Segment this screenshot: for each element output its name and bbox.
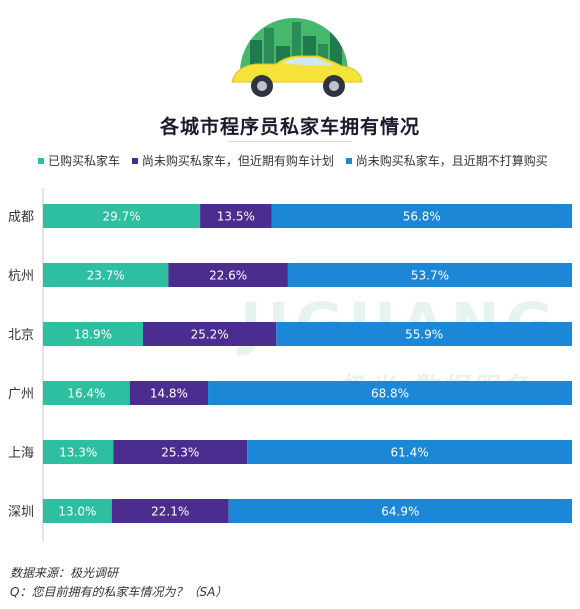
- chart-title: 各城市程序员私家车拥有情况: [159, 116, 420, 138]
- bar-value-label: 22.1%: [151, 505, 189, 519]
- legend-item-bought: 已购买私家车: [38, 152, 120, 169]
- bar-segment-series-2: [276, 322, 572, 346]
- bar-value-label: 13.5%: [217, 210, 255, 224]
- bar-value-label: 14.8%: [150, 387, 188, 401]
- category-label: 上海: [8, 446, 34, 461]
- survey-question-note: Q：您目前拥有的私家车情况为？（SA）: [10, 585, 228, 599]
- data-source-note: 数据来源：极光调研: [10, 566, 119, 580]
- bar-value-label: 16.4%: [67, 387, 105, 401]
- legend-swatch-not-planning: [345, 157, 352, 164]
- category-label: 深圳: [8, 505, 34, 520]
- bar-segment-series-1: [129, 381, 209, 405]
- bar-value-label: 18.9%: [74, 328, 112, 342]
- category-label: 杭州: [8, 269, 34, 284]
- legend-label-bought: 已购买私家车: [48, 154, 121, 168]
- bar-value-label: 25.3%: [161, 446, 199, 460]
- bar-segment-series-1: [111, 499, 229, 523]
- bar-value-label: 29.7%: [102, 210, 140, 224]
- bar-value-label: 13.3%: [59, 446, 97, 460]
- bar-value-label: 13.0%: [58, 505, 96, 519]
- bar-segment-series-0: [43, 499, 112, 523]
- category-label: 成都: [8, 210, 34, 225]
- bar-segment-series-0: [43, 322, 143, 346]
- bar-value-label: 22.6%: [209, 269, 247, 283]
- bar-value-label: 64.9%: [381, 505, 419, 519]
- bar-value-label: 55.9%: [405, 328, 443, 342]
- category-label: 广州: [8, 387, 34, 402]
- legend-item-planning: 尚未购买私家车，但近期有购车计划: [131, 152, 334, 169]
- bar-value-label: 25.2%: [191, 328, 229, 342]
- bar-segment-series-2: [271, 204, 572, 228]
- bar-segment-series-0: [43, 204, 201, 228]
- bar-value-label: 56.8%: [403, 210, 441, 224]
- bar-segment-series-2: [228, 499, 572, 523]
- legend-swatch-bought: [38, 157, 44, 164]
- bar-segment-series-1: [113, 440, 248, 464]
- legend-item-not-planning: 尚未购买私家车，且近期不打算购买: [345, 152, 548, 169]
- car-illustration: [231, 18, 363, 97]
- legend-swatch-planning: [131, 157, 138, 164]
- bar-value-label: 68.8%: [371, 387, 409, 401]
- bar-segment-series-2: [247, 440, 572, 464]
- bar-segment-series-0: [43, 440, 114, 464]
- car-icon: [231, 55, 363, 97]
- bar-segment-series-2: [208, 381, 572, 405]
- legend-label-planning: 尚未购买私家车，但近期有购车计划: [141, 154, 334, 168]
- bar-segment-series-0: [43, 263, 169, 287]
- bar-segment-series-1: [168, 263, 288, 287]
- bar-value-label: 23.7%: [87, 269, 125, 283]
- chart-legend: 已购买私家车 尚未购买私家车，但近期有购车计划 尚未购买私家车，且近期不打算购买: [38, 152, 578, 169]
- title-underline: [228, 141, 352, 142]
- stacked-bar-chart: 成都 29.7% 13.5% 56.8% 杭州 23.7% 22.6% 53.7% 北京 18.9…: [8, 188, 572, 542]
- bar-value-label: 61.4%: [391, 446, 429, 460]
- category-label: 北京: [8, 328, 34, 343]
- legend-label-not-planning: 尚未购买私家车，且近期不打算购买: [355, 154, 548, 168]
- bar-segment-series-2: [287, 263, 572, 287]
- bar-segment-series-0: [43, 381, 130, 405]
- bar-segment-series-1: [142, 322, 277, 346]
- bar-value-label: 53.7%: [411, 269, 449, 283]
- bar-segment-series-1: [200, 204, 272, 228]
